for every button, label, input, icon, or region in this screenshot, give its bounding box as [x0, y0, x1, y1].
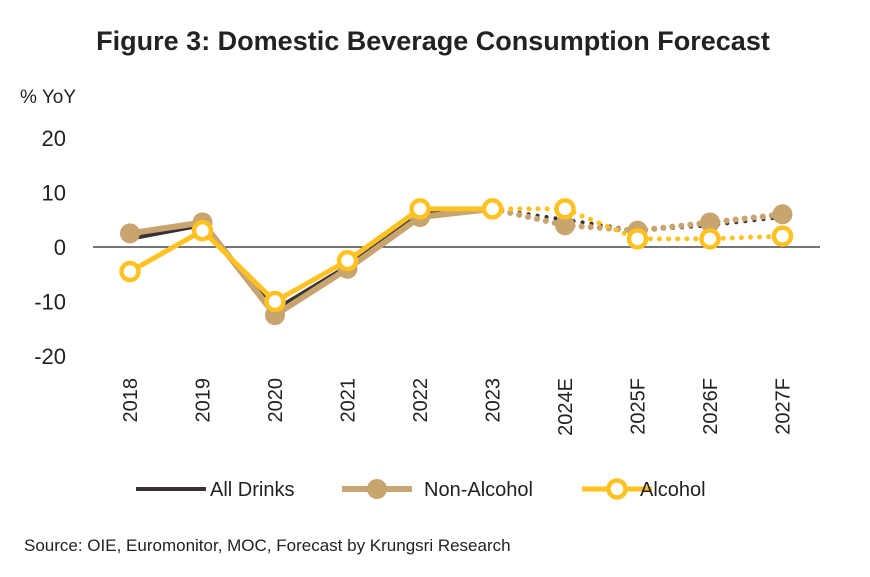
source-suffix: Forecast by Krungsri Research — [276, 536, 510, 555]
chart-title: Figure 3: Domestic Beverage Consumption … — [96, 26, 770, 56]
series-line-actual — [127, 205, 496, 319]
data-point — [772, 204, 793, 225]
y-axis-label: % YoY — [20, 87, 76, 108]
x-tick-label: 2019 — [193, 378, 215, 423]
series-non-alcohol — [120, 198, 793, 326]
data-point — [481, 198, 504, 220]
legend-item-alcohol: Alcohol — [582, 478, 706, 501]
legend-label: Alcohol — [640, 479, 706, 501]
source-note: Source: OIE, Euromonitor, MOC, Forecast … — [24, 536, 511, 555]
data-point — [120, 223, 140, 244]
data-point — [555, 215, 575, 236]
x-tick-label: 2018 — [120, 378, 142, 423]
series-line-forecast — [490, 206, 785, 242]
x-tick-label: 2021 — [338, 378, 360, 423]
data-point — [626, 228, 649, 250]
data-point — [119, 260, 141, 283]
legend-item-non-alcohol: Non-Alcohol — [342, 479, 533, 501]
x-tick-label: 2020 — [265, 378, 287, 423]
y-tick-label: 10 — [42, 181, 66, 206]
y-tick-label: 20 — [42, 126, 66, 151]
data-point — [771, 225, 794, 247]
series-alcohol — [119, 198, 794, 313]
x-tick-label: 2022 — [410, 378, 432, 423]
legend-marker — [606, 478, 628, 500]
legend: All Drinks Non-Alcohol Alcohol — [136, 478, 706, 501]
source-prefix: Source: OIE, Euromonitor, MOC, — [24, 536, 276, 555]
data-point — [409, 198, 431, 220]
data-point — [336, 249, 359, 272]
data-point — [264, 290, 286, 313]
series-line-actual — [127, 206, 495, 304]
data-point — [699, 228, 721, 250]
x-tick-label: 2024E — [555, 378, 577, 436]
x-tick-label: 2025F — [628, 378, 650, 435]
y-tick-label: 0 — [54, 235, 66, 260]
y-axis: 20 10 0 -10 -20 — [34, 126, 66, 369]
legend-label: Non-Alcohol — [424, 479, 533, 501]
legend-label: All Drinks — [210, 479, 294, 501]
legend-item-all-drinks: All Drinks — [136, 479, 294, 501]
x-tick-label: 2027F — [773, 378, 795, 435]
x-axis: 2018 2019 2020 2021 2022 2023 2024E 2025F 2026F 2… — [120, 378, 795, 436]
x-tick-label: 2023 — [483, 378, 505, 423]
data-point — [191, 219, 214, 242]
plot-area — [119, 198, 794, 326]
y-tick-label: -20 — [34, 344, 66, 369]
data-point — [554, 198, 576, 220]
x-tick-label: 2026F — [700, 378, 722, 435]
data-point — [700, 212, 720, 233]
legend-marker — [367, 479, 387, 499]
y-tick-label: -10 — [34, 290, 66, 315]
